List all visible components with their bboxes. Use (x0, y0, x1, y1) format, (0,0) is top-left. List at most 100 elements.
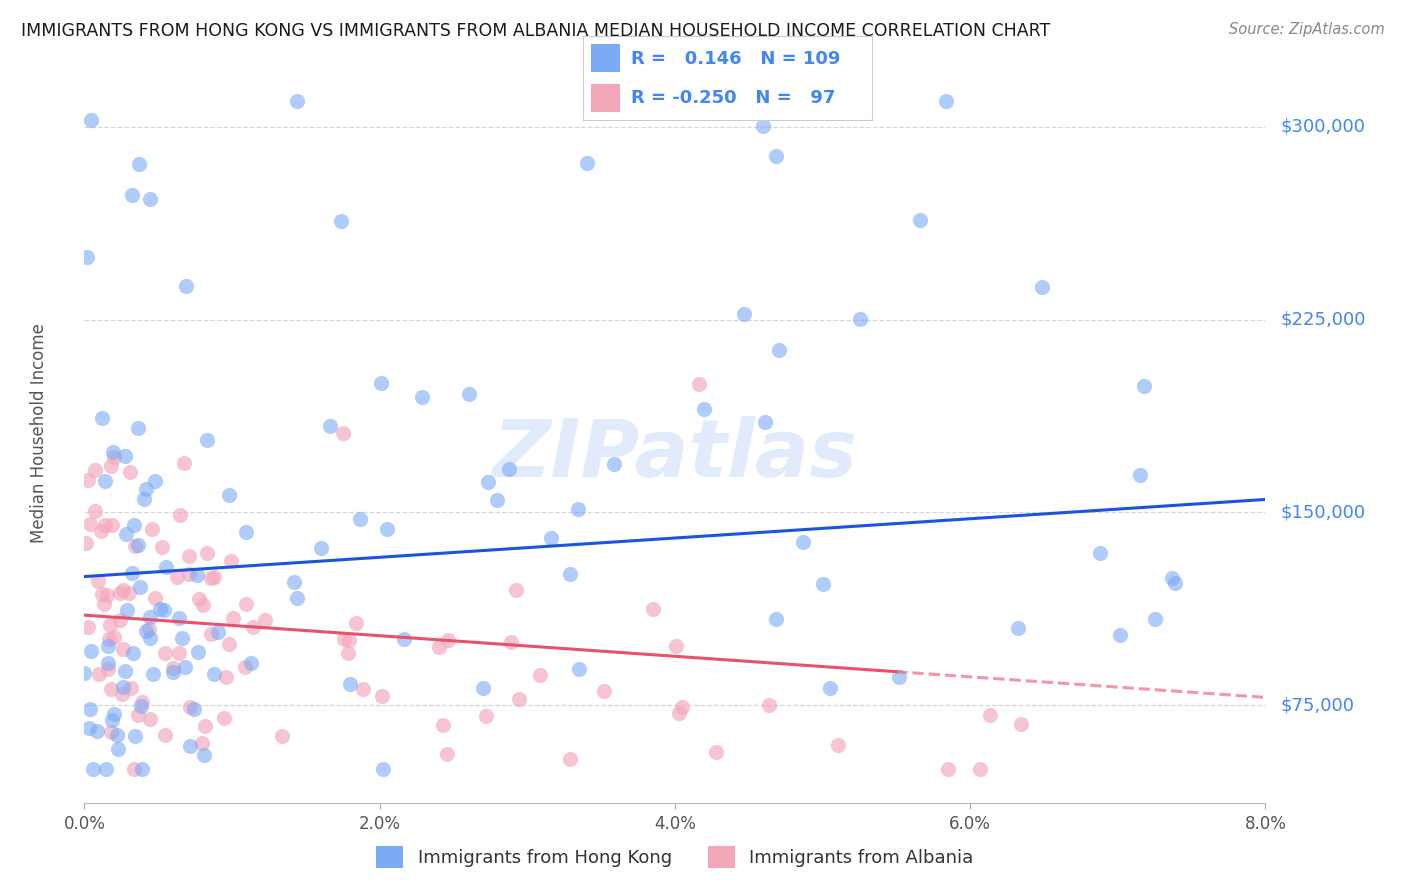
Point (129, 698, 152, 713)
Point (129, 580, 152, 594)
Point (162, 661, 184, 675)
Point (436, 747, 458, 761)
Point (332, 425, 354, 440)
Point (101, 713, 124, 727)
Point (124, 540, 146, 554)
Point (174, 659, 197, 673)
Point (575, 156, 598, 170)
Point (222, 611, 245, 625)
Point (499, 635, 522, 649)
Point (1132, 378, 1154, 392)
Point (103, 630, 125, 644)
Point (131, 763, 153, 777)
Point (560, 567, 582, 582)
Point (191, 736, 214, 750)
Point (73, 665, 96, 680)
Point (212, 711, 235, 725)
Point (111, 680, 134, 694)
Point (139, 631, 162, 645)
Point (138, 622, 160, 636)
Point (187, 645, 209, 659)
Point (603, 458, 626, 472)
Point (93, 474, 115, 488)
Point (979, 708, 1001, 723)
Point (560, 752, 582, 766)
Point (392, 632, 415, 646)
Point (98, 618, 121, 632)
Point (458, 387, 481, 401)
Point (1164, 576, 1187, 591)
Point (370, 689, 392, 703)
Point (240, 657, 263, 671)
Point (112, 641, 135, 656)
Point (173, 457, 195, 471)
Point (124, 729, 146, 743)
Point (194, 719, 217, 733)
Point (1109, 627, 1132, 641)
Point (827, 738, 849, 752)
Point (121, 566, 143, 580)
Text: Median Household Income: Median Household Income (31, 323, 48, 542)
Point (505, 582, 527, 597)
Point (115, 603, 138, 617)
Point (908, 212, 931, 227)
Legend: Immigrants from Hong Kong, Immigrants from Albania: Immigrants from Hong Kong, Immigrants fr… (368, 838, 981, 875)
Point (1031, 280, 1053, 294)
Point (1129, 468, 1152, 483)
Point (105, 727, 128, 741)
Text: Source: ZipAtlas.com: Source: ZipAtlas.com (1229, 22, 1385, 37)
Point (84, 463, 107, 477)
Point (100, 518, 122, 533)
Point (98, 632, 121, 646)
Point (768, 343, 790, 358)
Point (218, 488, 240, 502)
Point (139, 193, 162, 207)
Point (218, 637, 240, 651)
Point (167, 646, 190, 660)
Point (139, 610, 162, 624)
Point (193, 748, 215, 763)
Point (330, 214, 353, 228)
Point (96, 588, 118, 602)
Point (693, 402, 716, 417)
Point (100, 725, 122, 739)
Point (166, 569, 188, 583)
Point (143, 474, 166, 488)
Point (339, 677, 361, 691)
Point (311, 541, 333, 555)
Point (1010, 717, 1032, 731)
Point (1088, 546, 1111, 560)
Point (179, 566, 201, 581)
Point (643, 602, 665, 616)
Point (80, 644, 103, 658)
Point (122, 646, 145, 660)
Point (76, 250, 98, 264)
Point (114, 665, 136, 679)
Point (90, 524, 112, 538)
Point (120, 681, 142, 695)
Point (344, 616, 367, 631)
Point (969, 763, 991, 777)
Point (207, 625, 229, 640)
Text: R =   0.146   N = 109: R = 0.146 N = 109 (631, 50, 841, 68)
Bar (591, 84, 620, 112)
Point (337, 633, 360, 648)
Point (754, 415, 776, 429)
Point (87, 574, 110, 588)
Point (127, 538, 149, 552)
Point (91, 411, 114, 425)
Point (200, 626, 222, 640)
Point (688, 376, 710, 391)
Point (436, 632, 458, 647)
Point (87, 666, 110, 681)
Point (486, 493, 509, 508)
Point (704, 745, 727, 759)
Point (1161, 571, 1184, 585)
Text: IMMIGRANTS FROM HONG KONG VS IMMIGRANTS FROM ALBANIA MEDIAN HOUSEHOLD INCOME COR: IMMIGRANTS FROM HONG KONG VS IMMIGRANTS … (21, 22, 1050, 40)
Point (235, 597, 257, 611)
Point (664, 639, 686, 653)
Point (758, 698, 780, 712)
Point (80, 112, 103, 127)
Point (114, 449, 136, 463)
Point (122, 763, 145, 777)
